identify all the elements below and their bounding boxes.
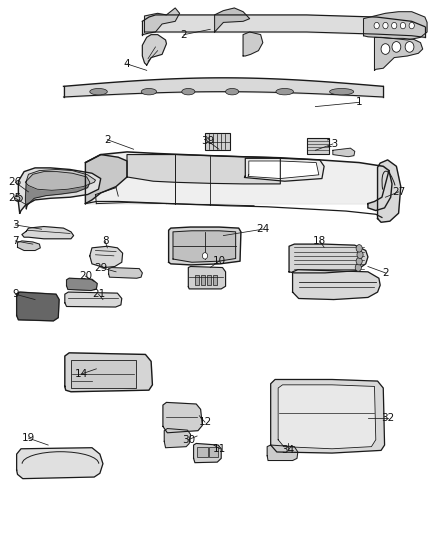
Bar bbox=[197, 447, 208, 457]
Polygon shape bbox=[289, 244, 368, 273]
Text: 2: 2 bbox=[382, 268, 389, 278]
Polygon shape bbox=[163, 402, 202, 433]
Polygon shape bbox=[109, 268, 142, 278]
Ellipse shape bbox=[90, 88, 107, 95]
Text: 1: 1 bbox=[356, 98, 363, 107]
Polygon shape bbox=[25, 172, 90, 209]
Bar bbox=[209, 447, 218, 457]
Circle shape bbox=[409, 22, 414, 29]
Text: 19: 19 bbox=[22, 433, 35, 443]
Text: 30: 30 bbox=[182, 435, 195, 445]
Text: 34: 34 bbox=[282, 446, 295, 455]
Circle shape bbox=[392, 22, 397, 29]
Polygon shape bbox=[18, 168, 101, 213]
Polygon shape bbox=[22, 227, 74, 239]
Text: 13: 13 bbox=[326, 139, 339, 149]
Polygon shape bbox=[364, 12, 427, 40]
Polygon shape bbox=[17, 448, 103, 479]
Bar bbox=[201, 275, 205, 285]
Polygon shape bbox=[378, 160, 401, 222]
Polygon shape bbox=[18, 241, 40, 251]
Ellipse shape bbox=[14, 195, 22, 201]
Text: 8: 8 bbox=[102, 236, 109, 246]
Circle shape bbox=[381, 44, 390, 54]
Polygon shape bbox=[333, 148, 355, 157]
Polygon shape bbox=[278, 385, 376, 449]
Polygon shape bbox=[368, 171, 392, 211]
Polygon shape bbox=[90, 246, 123, 268]
Text: 9: 9 bbox=[12, 289, 19, 299]
Bar bbox=[205, 133, 230, 150]
Text: 29: 29 bbox=[94, 263, 107, 272]
Polygon shape bbox=[215, 8, 250, 32]
Polygon shape bbox=[142, 35, 166, 65]
Circle shape bbox=[374, 22, 379, 29]
Circle shape bbox=[356, 245, 362, 252]
Circle shape bbox=[405, 42, 414, 52]
Polygon shape bbox=[164, 429, 191, 448]
Polygon shape bbox=[127, 155, 280, 184]
Bar bbox=[71, 360, 136, 388]
Text: 10: 10 bbox=[212, 256, 226, 266]
Text: 12: 12 bbox=[198, 417, 212, 427]
Polygon shape bbox=[374, 37, 423, 70]
Ellipse shape bbox=[182, 88, 195, 95]
Circle shape bbox=[357, 251, 363, 259]
Polygon shape bbox=[67, 278, 97, 290]
Polygon shape bbox=[173, 231, 236, 262]
Polygon shape bbox=[248, 161, 319, 179]
Polygon shape bbox=[271, 379, 385, 453]
Text: 32: 32 bbox=[381, 414, 394, 423]
Ellipse shape bbox=[141, 88, 157, 95]
Bar bbox=[195, 275, 199, 285]
Polygon shape bbox=[85, 155, 127, 204]
Circle shape bbox=[383, 22, 388, 29]
Circle shape bbox=[356, 257, 362, 265]
Text: 7: 7 bbox=[12, 236, 19, 246]
Polygon shape bbox=[244, 158, 324, 181]
Circle shape bbox=[392, 42, 401, 52]
Text: 14: 14 bbox=[74, 369, 88, 379]
Ellipse shape bbox=[276, 88, 293, 95]
Text: 11: 11 bbox=[213, 444, 226, 454]
Polygon shape bbox=[65, 353, 152, 392]
Circle shape bbox=[202, 253, 208, 259]
Text: 25: 25 bbox=[9, 193, 22, 203]
Text: 24: 24 bbox=[256, 224, 269, 234]
Circle shape bbox=[400, 22, 406, 29]
Text: 20: 20 bbox=[79, 271, 92, 281]
Ellipse shape bbox=[329, 88, 354, 95]
Text: 4: 4 bbox=[124, 59, 131, 69]
Polygon shape bbox=[267, 445, 298, 461]
Polygon shape bbox=[17, 292, 59, 321]
Text: 27: 27 bbox=[392, 187, 405, 197]
Polygon shape bbox=[65, 292, 122, 307]
Bar bbox=[213, 275, 217, 285]
Text: 26: 26 bbox=[9, 177, 22, 187]
Text: 2: 2 bbox=[104, 135, 111, 144]
Text: 39: 39 bbox=[201, 136, 215, 146]
Circle shape bbox=[355, 264, 361, 271]
Bar bbox=[307, 138, 329, 154]
Bar bbox=[207, 275, 211, 285]
Polygon shape bbox=[293, 270, 380, 300]
Polygon shape bbox=[188, 266, 226, 289]
Text: 21: 21 bbox=[92, 289, 105, 299]
Text: 3: 3 bbox=[12, 220, 19, 230]
Text: 2: 2 bbox=[180, 30, 187, 39]
Ellipse shape bbox=[226, 88, 239, 95]
Polygon shape bbox=[243, 32, 263, 56]
Polygon shape bbox=[25, 169, 95, 190]
Polygon shape bbox=[169, 227, 241, 265]
Polygon shape bbox=[145, 8, 180, 32]
Text: 18: 18 bbox=[313, 236, 326, 246]
Polygon shape bbox=[194, 443, 221, 463]
